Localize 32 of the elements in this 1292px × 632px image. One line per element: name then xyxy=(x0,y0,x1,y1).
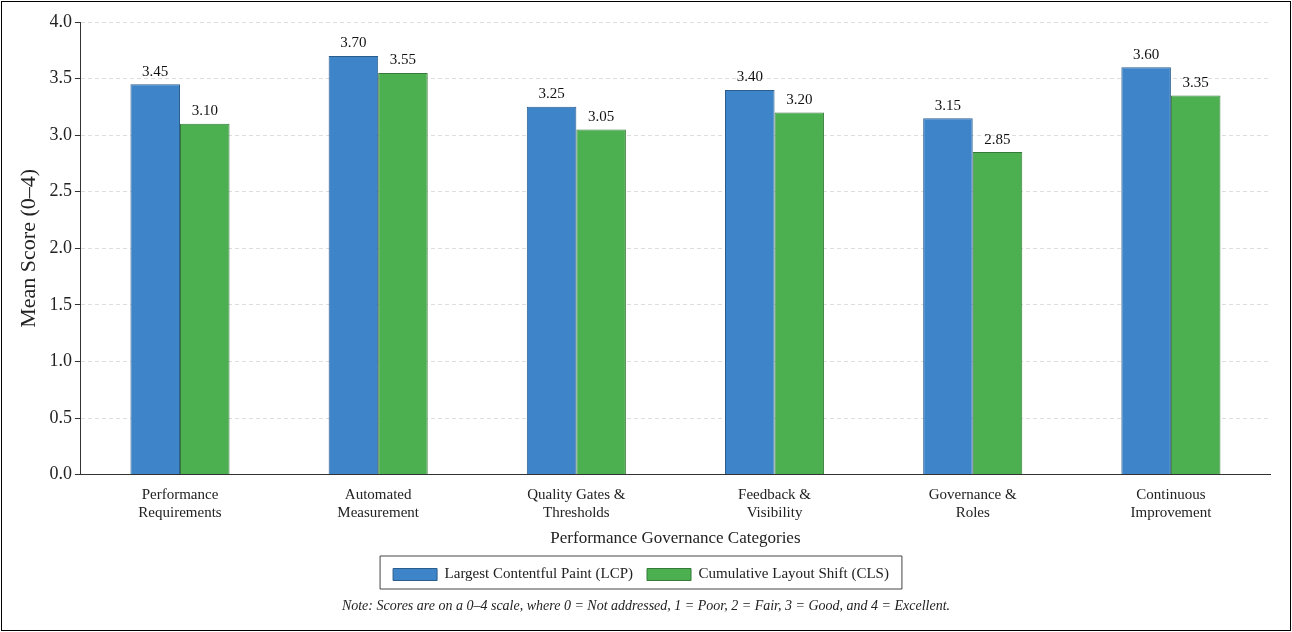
y-tick-label: 0.5 xyxy=(49,406,72,427)
y-tick-label: 3.0 xyxy=(49,123,72,144)
data-label: 3.20 xyxy=(786,90,813,107)
data-label: 3.05 xyxy=(588,107,615,124)
data-label: 3.25 xyxy=(538,85,565,102)
legend-label: Largest Contentful Paint (LCP) xyxy=(444,565,634,583)
x-tick-label: Governance & Roles xyxy=(928,485,1017,520)
data-label: 3.15 xyxy=(934,96,962,113)
x-axis-title: Performance Governance Categories xyxy=(550,528,801,548)
data-label: 3.40 xyxy=(736,68,763,85)
data-label: 2.85 xyxy=(984,130,1011,147)
y-tick-label: 1.5 xyxy=(49,293,72,314)
legend-label: Cumulative Layout Shift (CLS) xyxy=(698,565,889,583)
y-tick-label: 1.0 xyxy=(49,350,72,371)
x-tick-label: Performance Requirements xyxy=(138,485,222,520)
x-tick-label: Feedback & Visibility xyxy=(738,485,812,520)
y-tick-label: 2.0 xyxy=(49,237,72,258)
data-label: 3.55 xyxy=(389,51,417,68)
x-tick-label: Continuous Improvement xyxy=(1130,485,1213,520)
y-tick-label: 0.0 xyxy=(49,463,72,484)
data-label: 3.70 xyxy=(340,34,367,51)
y-tick-label: 4.0 xyxy=(49,10,72,31)
data-label: 3.60 xyxy=(1133,45,1160,62)
text: Note: Scores are on a 0–4 scale, where 0 = Not addressed, 1 = Poor, 2 = Fair, 3 = Good, and 4 = Excellent. xyxy=(340,598,952,614)
data-label: 3.10 xyxy=(191,102,218,119)
data-label: 3.35 xyxy=(1182,73,1209,90)
y-tick-label: 3.5 xyxy=(49,67,72,88)
x-tick-label: Quality Gates & Thresholds xyxy=(527,485,626,520)
y-tick-label: 2.5 xyxy=(49,180,72,201)
data-label: 3.45 xyxy=(142,62,169,79)
x-tick-label: Automated Measurement xyxy=(337,485,420,520)
y-axis-title: Mean Score (0–4) xyxy=(14,168,40,328)
